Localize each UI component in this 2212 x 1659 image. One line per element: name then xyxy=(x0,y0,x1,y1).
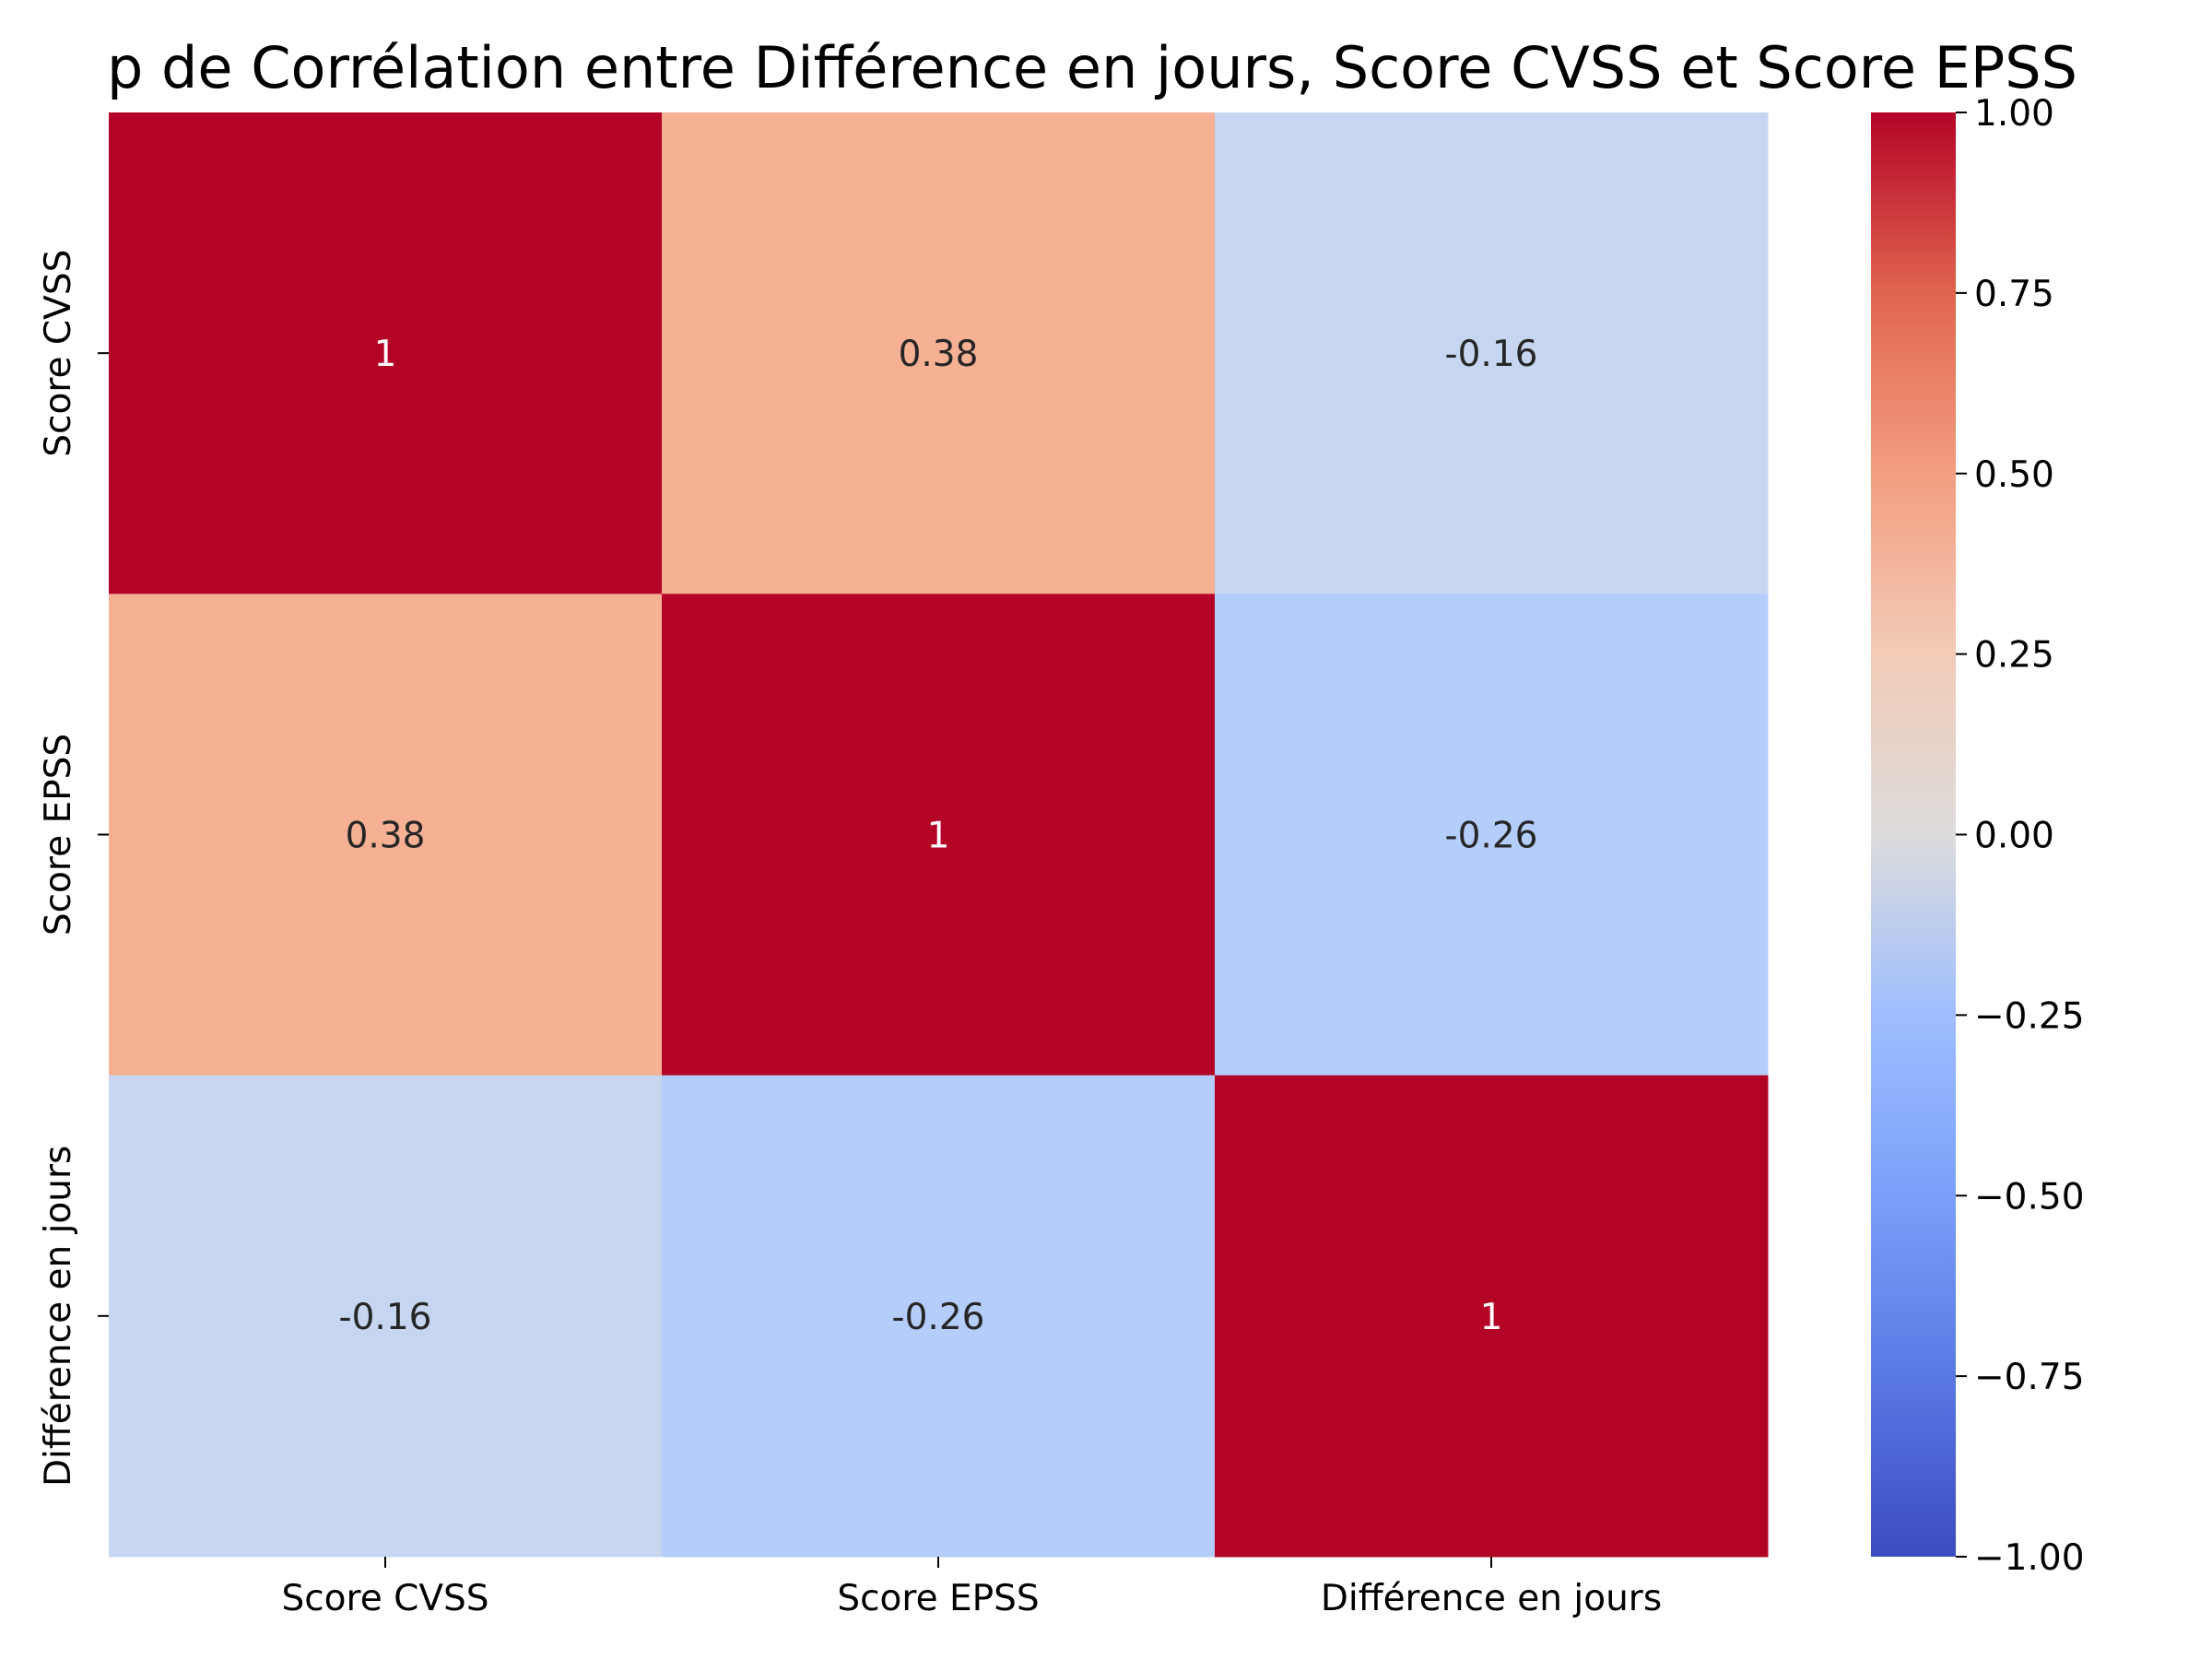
colorbar-tick-label: −0.25 xyxy=(1974,995,2085,1037)
heatmap-cells xyxy=(109,112,1769,1558)
x-tick-label: Score CVSS xyxy=(281,1578,488,1619)
cell-annotation: -0.16 xyxy=(1445,334,1538,375)
heatmap-cell xyxy=(1215,1075,1769,1558)
colorbar xyxy=(1871,112,1956,1557)
heatmap-cell xyxy=(109,1075,663,1558)
x-tick-label: Score EPSS xyxy=(837,1578,1039,1619)
y-tick-label: Score EPSS xyxy=(38,734,79,935)
y-tick-label: Score CVSS xyxy=(38,250,79,457)
cell-annotation: -0.16 xyxy=(339,1297,432,1338)
heatmap-cell xyxy=(1215,112,1769,594)
colorbar-tick-label: −1.00 xyxy=(1974,1537,2085,1579)
y-axis: Score CVSS Score EPSS Différence en jours xyxy=(38,250,109,1487)
heatmap-cell xyxy=(1215,594,1769,1077)
x-tick-label: Différence en jours xyxy=(1321,1578,1662,1619)
heatmap-cell xyxy=(662,1075,1216,1558)
heatmap-annotations: 1 0.38 -0.16 0.38 1 -0.26 -0.16 -0.26 1 xyxy=(339,334,1538,1338)
heatmap-cell xyxy=(662,112,1216,594)
chart-title: p de Corrélation entre Différence en jou… xyxy=(107,34,2077,101)
heatmap-cell xyxy=(109,594,663,1077)
colorbar-tick-label: 1.00 xyxy=(1974,93,2054,135)
cell-annotation: 0.38 xyxy=(899,334,979,375)
colorbar-tick-label: −0.75 xyxy=(1974,1357,2085,1398)
heatmap-cell xyxy=(109,112,663,594)
x-axis: Score CVSS Score EPSS Différence en jours xyxy=(281,1556,1662,1619)
cell-annotation: 1 xyxy=(374,334,397,375)
colorbar-tick-label: 0.00 xyxy=(1974,816,2054,857)
cell-annotation: 0.38 xyxy=(346,815,426,856)
cell-annotation: 1 xyxy=(927,815,950,856)
cell-annotation: -0.26 xyxy=(892,1297,985,1338)
colorbar-tick-label: 0.50 xyxy=(1974,454,2054,496)
colorbar-tick-label: 0.75 xyxy=(1974,274,2054,315)
y-tick-label: Différence en jours xyxy=(38,1146,79,1487)
colorbar-tick-label: 0.25 xyxy=(1974,635,2054,677)
heatmap-cell xyxy=(662,594,1216,1077)
cell-annotation: 1 xyxy=(1480,1297,1503,1338)
cell-annotation: -0.26 xyxy=(1445,815,1538,856)
colorbar-ticks: 1.00 0.75 0.50 0.25 0.00 −0.25 −0.50 −0.75 −1.00 xyxy=(1956,93,2085,1579)
colorbar-tick-label: −0.50 xyxy=(1974,1176,2085,1218)
colorbar-gradient xyxy=(1871,112,1956,1557)
